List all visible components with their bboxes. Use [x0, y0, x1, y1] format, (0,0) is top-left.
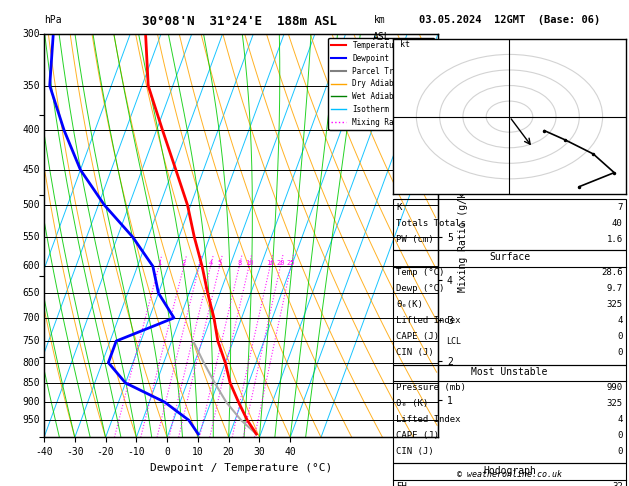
Text: 650: 650	[23, 288, 40, 298]
Text: 450: 450	[23, 165, 40, 175]
Text: K: K	[396, 203, 402, 212]
Text: Temp (°C): Temp (°C)	[396, 268, 445, 278]
Text: km: km	[374, 15, 386, 25]
Text: 0: 0	[617, 348, 623, 358]
Text: 40: 40	[612, 219, 623, 228]
Text: 25: 25	[287, 260, 295, 266]
Text: 0: 0	[617, 431, 623, 440]
Text: 1.6: 1.6	[606, 235, 623, 244]
Text: Most Unstable: Most Unstable	[471, 367, 548, 377]
Text: 28.6: 28.6	[601, 268, 623, 278]
Text: 8: 8	[237, 260, 242, 266]
Text: CIN (J): CIN (J)	[396, 348, 434, 358]
Text: 4: 4	[208, 260, 213, 266]
Legend: Temperature, Dewpoint, Parcel Trajectory, Dry Adiabat, Wet Adiabat, Isotherm, Mi: Temperature, Dewpoint, Parcel Trajectory…	[328, 38, 434, 130]
Text: 4: 4	[617, 316, 623, 326]
X-axis label: Dewpoint / Temperature (°C): Dewpoint / Temperature (°C)	[150, 463, 332, 473]
Text: 600: 600	[23, 261, 40, 271]
Text: 16: 16	[266, 260, 274, 266]
Text: LCL: LCL	[446, 337, 461, 347]
Text: 2: 2	[182, 260, 186, 266]
Text: 1: 1	[157, 260, 161, 266]
Text: 30°08'N  31°24'E  188m ASL: 30°08'N 31°24'E 188m ASL	[142, 15, 337, 28]
Text: Surface: Surface	[489, 252, 530, 262]
Text: Dewp (°C): Dewp (°C)	[396, 284, 445, 294]
Text: 550: 550	[23, 232, 40, 242]
Text: 20: 20	[276, 260, 285, 266]
Text: CAPE (J): CAPE (J)	[396, 332, 439, 342]
Text: PW (cm): PW (cm)	[396, 235, 434, 244]
Text: 850: 850	[23, 378, 40, 388]
Text: 500: 500	[23, 200, 40, 210]
Text: 300: 300	[23, 29, 40, 39]
Text: Lifted Index: Lifted Index	[396, 415, 461, 424]
Text: θₑ(K): θₑ(K)	[396, 300, 423, 310]
Text: © weatheronline.co.uk: © weatheronline.co.uk	[457, 469, 562, 479]
Text: 900: 900	[23, 397, 40, 407]
Text: 700: 700	[23, 313, 40, 323]
Text: 5: 5	[218, 260, 221, 266]
Text: 03.05.2024  12GMT  (Base: 06): 03.05.2024 12GMT (Base: 06)	[419, 15, 600, 25]
Y-axis label: Mixing Ratio (g/kg): Mixing Ratio (g/kg)	[459, 180, 469, 292]
Text: 3: 3	[197, 260, 201, 266]
Text: 9.7: 9.7	[606, 284, 623, 294]
Text: ASL: ASL	[373, 32, 391, 42]
Text: 750: 750	[23, 336, 40, 346]
Text: EH: EH	[396, 482, 407, 486]
Text: 32: 32	[612, 482, 623, 486]
Text: kt: kt	[400, 40, 410, 49]
Text: 4: 4	[617, 415, 623, 424]
Text: 7: 7	[617, 203, 623, 212]
Text: hPa: hPa	[44, 15, 62, 25]
Text: 325: 325	[606, 399, 623, 408]
Text: 0: 0	[617, 447, 623, 456]
Text: 10: 10	[245, 260, 253, 266]
Text: θₑ (K): θₑ (K)	[396, 399, 428, 408]
Text: 800: 800	[23, 358, 40, 367]
Text: Pressure (mb): Pressure (mb)	[396, 383, 466, 392]
Text: 350: 350	[23, 81, 40, 91]
Text: CIN (J): CIN (J)	[396, 447, 434, 456]
Text: 325: 325	[606, 300, 623, 310]
Text: CAPE (J): CAPE (J)	[396, 431, 439, 440]
Text: Totals Totals: Totals Totals	[396, 219, 466, 228]
Text: 400: 400	[23, 125, 40, 136]
Text: Hodograph: Hodograph	[483, 466, 536, 476]
Text: 990: 990	[606, 383, 623, 392]
Text: 950: 950	[23, 415, 40, 425]
Text: 0: 0	[617, 332, 623, 342]
Text: Lifted Index: Lifted Index	[396, 316, 461, 326]
